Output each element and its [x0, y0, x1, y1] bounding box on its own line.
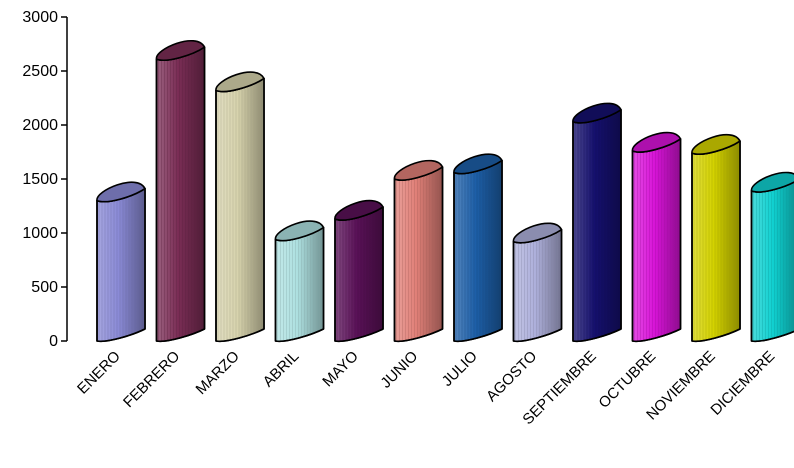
bar-top-cap — [215, 71, 265, 93]
bar-top-cap — [691, 134, 741, 155]
bar-top-cap — [334, 199, 384, 221]
y-tick-label: 1000 — [22, 225, 58, 242]
bar-top-cap — [631, 131, 682, 153]
bar — [155, 40, 206, 343]
bar-top-cap — [750, 171, 794, 193]
x-tick-label: JULIO — [439, 348, 481, 390]
y-tick-label: 2000 — [22, 117, 58, 134]
x-tick-label: ABRIL — [260, 348, 303, 391]
y-tick-label: 2500 — [22, 63, 58, 80]
y-tick-label: 500 — [31, 279, 58, 296]
bar — [393, 159, 444, 343]
bar-stripes — [574, 109, 621, 342]
bar-top-cap — [393, 159, 444, 181]
bar-top-cap — [572, 102, 622, 124]
bar — [453, 153, 503, 343]
bar-top-cap — [512, 222, 563, 244]
bar-top-cap — [274, 220, 325, 242]
x-tick-label: DICIEMBRE — [707, 348, 778, 419]
bar-top-cap — [155, 40, 206, 61]
x-tick-label: ENERO — [74, 348, 124, 398]
bar-stripes — [634, 138, 680, 342]
bar — [691, 134, 741, 343]
y-tick-label: 0 — [49, 333, 58, 350]
bar — [274, 220, 325, 343]
y-tick-label: 3000 — [22, 9, 58, 26]
y-tick-label: 1500 — [22, 171, 58, 188]
bar-stripes — [158, 47, 204, 342]
x-tick-label: MARZO — [193, 348, 243, 398]
bar-stripes — [455, 160, 502, 342]
x-tick-label: FEBRERO — [120, 348, 183, 411]
bar-top-cap — [96, 181, 146, 203]
bar — [512, 222, 563, 343]
bar-body — [750, 181, 794, 343]
x-tick-label: MAYO — [319, 348, 361, 390]
x-tick-label: JUNIO — [377, 348, 421, 392]
bar-stripes — [217, 78, 264, 342]
bar — [334, 199, 384, 343]
bar-top-cap — [453, 153, 503, 175]
bar — [631, 131, 682, 343]
bar — [572, 102, 622, 343]
bar — [215, 71, 265, 343]
y-tick-group: 0 500 1000 1500 2000 2500 3000 — [22, 9, 67, 350]
bar-stripes — [396, 167, 442, 342]
x-tick-label: AGOSTO — [483, 348, 540, 405]
bar-group — [96, 40, 794, 343]
x-tick-label: OCTUBRE — [595, 348, 659, 412]
bar — [96, 181, 146, 343]
bar-stripes — [693, 141, 740, 342]
bar — [750, 171, 794, 343]
